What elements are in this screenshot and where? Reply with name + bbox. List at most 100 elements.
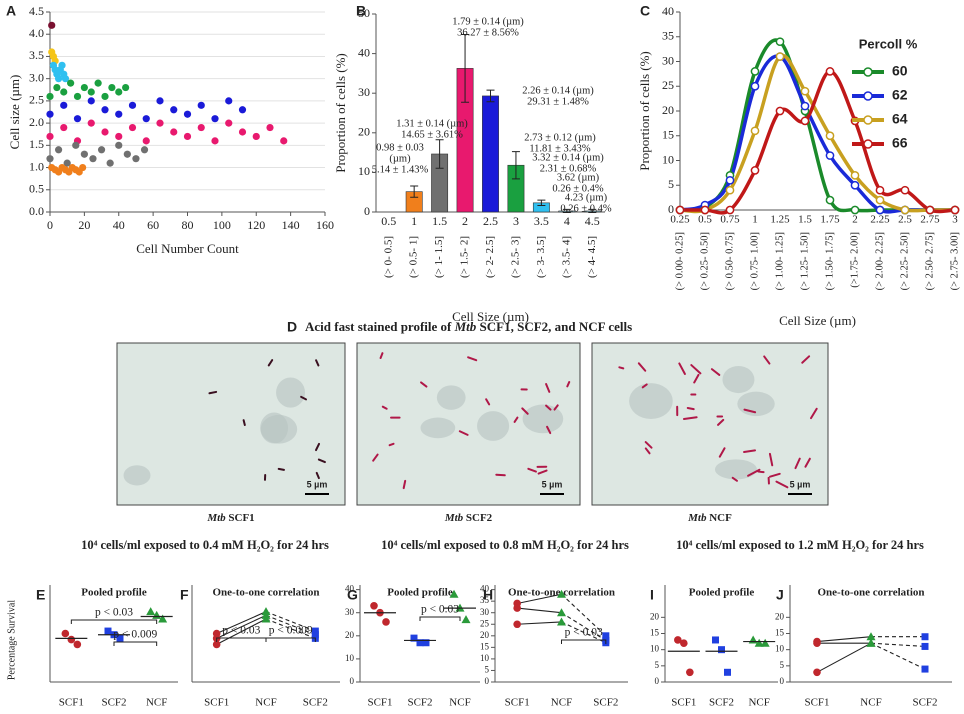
data-point [675, 205, 685, 215]
panel-letter: G [347, 587, 358, 603]
bar-annotation: 5.14 ± 1.43% [372, 164, 429, 175]
legend-label: 66 [892, 135, 908, 151]
data-point [87, 97, 95, 105]
bacillus [467, 356, 478, 362]
data-point [67, 79, 75, 87]
x-tick-sublabel: (> 1- 1.5] [433, 236, 445, 278]
data-point [54, 75, 63, 83]
significance-bracket [561, 639, 607, 644]
x-tick-label: 2.5 [483, 214, 498, 228]
bacillus [495, 473, 506, 477]
bacillus [757, 470, 765, 474]
pair-line [265, 618, 316, 639]
x-tick-label: 3 [952, 214, 958, 226]
bacillus [637, 362, 647, 372]
y-tick-label: 25 [480, 618, 490, 628]
data-point [875, 195, 885, 205]
y-tick-label: 10 [650, 644, 660, 654]
bacillus [801, 355, 811, 364]
significance-bracket [113, 641, 158, 646]
data-point [750, 81, 760, 91]
x-axis-label: Cell Size (µm) [779, 313, 856, 328]
data-point [261, 614, 271, 623]
data-point [80, 83, 88, 92]
x-tick-label: 1.5 [432, 214, 447, 228]
y-tick-label: 2.5 [29, 93, 44, 107]
bacillus [546, 425, 552, 435]
row-header: 10⁴ cells/ml exposed to 0.4 mM H₂O₂ for … [81, 538, 329, 552]
row-header: 10⁴ cells/ml exposed to 0.8 mM H₂O₂ for … [381, 538, 629, 552]
x-tick-label: SCF1 [804, 697, 829, 709]
x-tick-label: NCF [449, 697, 470, 709]
data-point [866, 638, 876, 647]
data-point [875, 185, 885, 195]
micrograph-caption: Mtb SCF1 [206, 512, 254, 524]
caption-part: SCF1 [226, 512, 255, 524]
x-tick-label: 2 [852, 214, 858, 226]
y-tick-label: 40 [480, 584, 490, 594]
bacillus [372, 453, 379, 462]
data-point [142, 115, 150, 123]
pair-line [870, 642, 926, 647]
bar-annotation: 29.31 ± 1.48% [527, 96, 589, 107]
y-tick-label: 30 [345, 607, 355, 617]
title-part: SCF1, SCF2, and NCF cells [476, 319, 632, 334]
x-tick-sublabel: (> 2.25- 2.50] [899, 232, 910, 290]
bacillus [644, 447, 651, 455]
bacillus [381, 405, 388, 410]
y-tick-label: 4.5 [29, 4, 44, 18]
data-point [252, 132, 260, 141]
bacillus [717, 418, 725, 426]
data-point [156, 119, 164, 127]
x-tick-label: 2.5 [898, 214, 912, 226]
data-point [61, 75, 70, 83]
panel-letter: H [483, 587, 493, 603]
data-point [225, 97, 233, 105]
micrograph-blob [436, 385, 466, 410]
data-point [825, 67, 835, 76]
bar-annotation: 3.62 (µm) [557, 172, 600, 183]
bacillus [678, 362, 686, 375]
bar-annotation: 0.26 ± 0.4% [552, 183, 604, 194]
data-point [46, 92, 54, 101]
data-point [87, 88, 95, 96]
data-point [87, 119, 95, 127]
significance-bracket [70, 619, 158, 624]
significance-label: p < 0.009 [269, 625, 313, 637]
y-tick-label: 20 [358, 125, 370, 139]
y-tick-label: 10 [662, 152, 674, 166]
x-tick-sublabel: (> 2.5- 3] [509, 236, 521, 278]
legend-title: Percoll % [859, 36, 918, 51]
panel-letter: A [6, 3, 16, 19]
data-point [513, 620, 521, 629]
data-point [73, 115, 82, 123]
data-point [132, 155, 140, 163]
scale-bar-label: 5 µm [307, 479, 328, 489]
data-point [170, 128, 178, 136]
x-tick-sublabel: (> 1.00- 1.25] [774, 232, 785, 290]
bar-annotation: 0.98 ± 0.03 [376, 142, 424, 153]
y-tick-label: 30 [662, 53, 674, 67]
y-tick-label: 15 [775, 628, 785, 638]
bacillus [743, 449, 757, 453]
panel-subtitle: Pooled profile [387, 587, 453, 599]
y-tick-label: 20 [345, 630, 355, 640]
pair-line [561, 612, 607, 641]
data-point [156, 97, 164, 105]
data-point [101, 106, 109, 114]
x-tick-label: 60 [147, 218, 159, 232]
micrograph-blob [629, 383, 673, 419]
bacillus [763, 355, 771, 365]
data-point [311, 627, 319, 635]
bar [482, 95, 499, 213]
x-tick-label: NCF [146, 697, 167, 709]
x-tick-label: 1 [752, 214, 758, 226]
data-point [61, 629, 70, 638]
data-point [211, 137, 219, 145]
data-point [680, 639, 688, 647]
x-tick-label: SCF2 [407, 697, 432, 709]
micrograph [116, 342, 346, 506]
series-line [679, 54, 955, 214]
data-point [813, 639, 821, 647]
bar-annotation: 36.27 ± 8.56% [457, 27, 519, 38]
